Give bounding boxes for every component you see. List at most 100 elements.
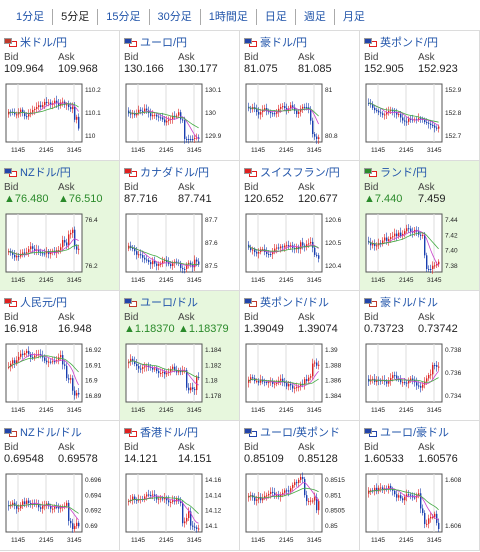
candle <box>372 104 374 108</box>
tab-6[interactable]: 日足 <box>257 9 296 25</box>
candle <box>154 260 156 264</box>
price-chart-container[interactable]: 81 80.8 1145 2145 3145 <box>243 81 357 159</box>
candle <box>136 499 138 501</box>
tab-8[interactable]: 月足 <box>342 11 365 23</box>
candle <box>420 493 422 509</box>
currency-pair-card[interactable]: ユーロ/豪ドル Bid Ask 1.60533 1.60576 1.608 1.606 114… <box>360 421 480 551</box>
pair-name-link[interactable]: ユーロ/豪ドル <box>364 425 449 439</box>
x-tick-label: 3145 <box>427 537 442 544</box>
currency-pair-card[interactable]: ランド/円 Bid Ask ▲7.440 7.459 7.44 7.42 7.40 7.38 11… <box>360 161 480 291</box>
candle <box>56 506 58 508</box>
x-tick-label: 1145 <box>371 537 385 544</box>
candle <box>256 109 258 112</box>
price-chart-container[interactable]: 130.1 130 129.9 1145 2145 3145 <box>123 81 237 159</box>
price-chart-container[interactable]: 110.2 110.1 110 1145 2145 3145 <box>3 81 117 159</box>
pair-name-link[interactable]: ランド/円 <box>364 165 427 179</box>
currency-pair-card[interactable]: NZドル/円 Bid Ask ▲76.480 ▲76.510 76.4 76.2 1145 21… <box>0 161 120 291</box>
pair-name-link[interactable]: 英ポンド/ドル <box>244 295 329 309</box>
pair-name-link[interactable]: 英ポンド/円 <box>364 35 438 49</box>
flag-icon <box>4 167 18 177</box>
ask-value: 16.948 <box>58 323 92 335</box>
currency-pair-card[interactable]: 英ポンド/ドル Bid Ask 1.39049 1.39074 1.39 1.388 1.38… <box>240 291 360 421</box>
candle <box>266 382 268 384</box>
pair-name-text: 米ドル/円 <box>20 37 68 49</box>
pair-name-link[interactable]: 香港ドル/円 <box>124 425 198 439</box>
tab-5[interactable]: 1時間足 <box>201 9 257 25</box>
candle <box>318 364 320 366</box>
price-chart-container[interactable]: 16.92 16.91 16.9 16.89 1145 2145 3145 <box>3 341 117 419</box>
price-chart-container[interactable]: 1.39 1.388 1.386 1.384 1145 2145 3145 <box>243 341 357 419</box>
candle <box>274 113 276 115</box>
currency-pair-card[interactable]: 英ポンド/円 Bid Ask 152.905 152.923 152.9 152.8 152.… <box>360 31 480 161</box>
pair-name-text: ユーロ/円 <box>140 37 188 49</box>
price-chart-container[interactable]: 1.608 1.606 1145 2145 3145 <box>363 471 477 549</box>
price-chart-container[interactable]: 1.184 1.182 1.18 1.178 1145 2145 3145 <box>123 341 237 419</box>
candle <box>266 252 268 254</box>
candle <box>284 490 286 493</box>
candle <box>142 110 144 112</box>
candle <box>428 518 430 524</box>
candle <box>316 136 318 139</box>
candle <box>408 380 410 384</box>
currency-pair-card[interactable]: 豪ドル/円 Bid Ask 81.075 81.085 81 80.8 1145 2145 314… <box>240 31 360 161</box>
candle <box>192 139 194 140</box>
candle <box>28 249 30 253</box>
pair-name-link[interactable]: ユーロ/ドル <box>124 295 198 309</box>
tab-2[interactable]: 5分足 <box>53 9 99 25</box>
price-chart-container[interactable]: 76.4 76.2 1145 2145 3145 <box>3 211 117 289</box>
pair-name-link[interactable]: カナダドル/円 <box>124 165 209 179</box>
price-chart-container[interactable]: 152.9 152.8 152.7 1145 2145 3145 <box>363 81 477 159</box>
x-tick-label: 3145 <box>187 147 202 154</box>
candle <box>372 378 374 380</box>
pair-name-link[interactable]: NZドル/ドル <box>4 425 82 439</box>
candle <box>188 511 190 519</box>
y-tick-label: 7.44 <box>445 217 458 224</box>
candle <box>252 377 254 379</box>
pair-name-link[interactable]: 豪ドル/ドル <box>364 295 438 309</box>
price-chart-container[interactable]: 0.738 0.736 0.734 1145 2145 3145 <box>363 341 477 419</box>
pair-name-link[interactable]: スイスフラン/円 <box>244 165 340 179</box>
pair-name-link[interactable]: NZドル/円 <box>4 165 71 179</box>
pair-name-link[interactable]: 豪ドル/円 <box>244 35 307 49</box>
tab-1[interactable]: 1分足 <box>8 9 54 25</box>
price-chart-container[interactable]: 14.16 14.14 14.12 14.1 1145 2145 3145 <box>123 471 237 549</box>
candle <box>252 249 254 251</box>
candle <box>22 353 24 355</box>
y-tick-label: 1.18 <box>205 378 218 385</box>
candle <box>140 254 142 256</box>
price-chart-container[interactable]: 120.6 120.5 120.4 1145 2145 3145 <box>243 211 357 289</box>
candle <box>54 506 56 509</box>
currency-pair-card[interactable]: 米ドル/円 Bid Ask 109.964 109.968 110.2 110.1 110 11… <box>0 31 120 161</box>
price-chart: 7.44 7.42 7.40 7.38 1145 2145 3145 <box>365 213 458 284</box>
pair-name-link[interactable]: 人民元/円 <box>4 295 67 309</box>
pair-name-link[interactable]: ユーロ/英ポンド <box>244 425 340 439</box>
pair-name-link[interactable]: 米ドル/円 <box>4 35 67 49</box>
tab-4[interactable]: 30分足 <box>150 9 201 25</box>
plot-frame <box>245 343 323 403</box>
candle <box>384 237 386 241</box>
currency-pair-card[interactable]: 香港ドル/円 Bid Ask 14.121 14.151 14.16 14.14 14.12 1… <box>120 421 240 551</box>
currency-pair-card[interactable]: 豪ドル/ドル Bid Ask 0.73723 0.73742 0.738 0.736 0.73… <box>360 291 480 421</box>
candle <box>420 118 422 120</box>
candle <box>184 521 186 524</box>
candle <box>416 382 418 386</box>
ask-value: 87.741 <box>178 193 212 205</box>
currency-pair-card[interactable]: ユーロ/ドル Bid Ask ▲1.18370 ▲1.18379 1.184 1.182 1.… <box>120 291 240 421</box>
price-chart-container[interactable]: 0.696 0.694 0.692 0.69 1145 2145 3145 <box>3 471 117 549</box>
currency-pair-card[interactable]: NZドル/ドル Bid Ask 0.69548 0.69578 0.696 0.694 0.6… <box>0 421 120 551</box>
currency-pair-card[interactable]: ユーロ/円 Bid Ask 130.166 130.177 130.1 130 129.9 11… <box>120 31 240 161</box>
currency-pair-card[interactable]: 人民元/円 Bid Ask 16.918 16.948 16.92 16.91 16.9 16.… <box>0 291 120 421</box>
y-tick-label: 110.1 <box>85 110 101 117</box>
currency-pair-card[interactable]: スイスフラン/円 Bid Ask 120.652 120.677 120.6 120.5 12… <box>240 161 360 291</box>
candle <box>144 496 146 500</box>
price-chart-container[interactable]: 87.7 87.6 87.5 1145 2145 3145 <box>123 211 237 289</box>
tab-3[interactable]: 15分足 <box>98 9 150 25</box>
candle <box>72 106 74 110</box>
price-chart-container[interactable]: 7.44 7.42 7.40 7.38 1145 2145 3145 <box>363 211 477 289</box>
currency-pair-card[interactable]: カナダドル/円 Bid Ask 87.716 87.741 87.7 87.6 87.5 114… <box>120 161 240 291</box>
price-chart-container[interactable]: 0.8515 0.851 0.8505 0.85 1145 2145 3145 <box>243 471 357 549</box>
candle <box>316 362 318 366</box>
tab-7[interactable]: 週足 <box>296 9 335 25</box>
pair-name-link[interactable]: ユーロ/円 <box>124 35 187 49</box>
currency-pair-card[interactable]: ユーロ/英ポンド Bid Ask 0.85109 0.85128 0.8515 0.851 0… <box>240 421 360 551</box>
